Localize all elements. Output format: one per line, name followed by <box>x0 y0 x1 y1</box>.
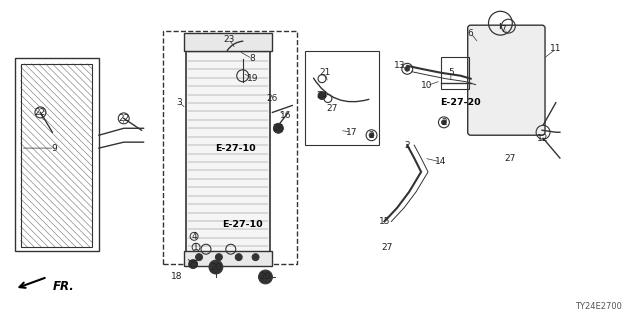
Circle shape <box>273 123 284 133</box>
Text: 25: 25 <box>188 260 199 268</box>
Text: E-27-20: E-27-20 <box>440 98 481 107</box>
Text: 17: 17 <box>346 128 358 137</box>
Text: E-27-10: E-27-10 <box>216 144 256 153</box>
Text: 15: 15 <box>379 217 390 226</box>
Text: 26: 26 <box>267 94 278 103</box>
Text: 27: 27 <box>381 243 393 252</box>
Text: 18: 18 <box>170 272 182 282</box>
Text: 27: 27 <box>505 154 516 163</box>
Circle shape <box>252 254 259 260</box>
Text: FR.: FR. <box>52 280 74 293</box>
Circle shape <box>209 260 223 274</box>
Bar <box>163 31 297 264</box>
Text: 16: 16 <box>280 111 291 120</box>
Text: 9: 9 <box>51 144 57 153</box>
Text: 4: 4 <box>191 232 197 241</box>
Circle shape <box>236 254 242 260</box>
FancyBboxPatch shape <box>468 25 545 135</box>
Text: 6: 6 <box>468 28 474 38</box>
Text: 12: 12 <box>538 134 548 143</box>
Text: E-27-10: E-27-10 <box>222 220 263 229</box>
Bar <box>184 251 273 266</box>
Text: 2: 2 <box>369 131 374 140</box>
Text: 8: 8 <box>250 54 255 63</box>
Text: 20: 20 <box>210 263 221 272</box>
Text: 20: 20 <box>260 272 271 282</box>
Bar <box>441 57 468 89</box>
Text: 26: 26 <box>273 124 284 133</box>
Text: 10: 10 <box>421 81 433 90</box>
Circle shape <box>189 260 198 268</box>
Text: 2: 2 <box>404 140 410 150</box>
Text: 1: 1 <box>193 243 199 252</box>
Circle shape <box>259 270 273 284</box>
Circle shape <box>216 254 222 260</box>
Bar <box>186 46 271 254</box>
Text: 22: 22 <box>35 108 46 117</box>
Text: 13: 13 <box>394 61 405 70</box>
Circle shape <box>369 133 374 138</box>
Bar <box>15 58 99 251</box>
Circle shape <box>318 92 326 100</box>
Text: 5: 5 <box>448 68 454 77</box>
Text: 23: 23 <box>223 35 234 44</box>
Text: TY24E2700: TY24E2700 <box>575 302 622 311</box>
Bar <box>305 51 380 145</box>
Text: 11: 11 <box>550 44 562 53</box>
Text: 2: 2 <box>441 118 447 127</box>
Bar <box>20 64 92 247</box>
Text: 19: 19 <box>247 74 259 83</box>
Text: 27: 27 <box>326 104 337 113</box>
Bar <box>184 33 273 51</box>
Text: 7: 7 <box>500 25 506 34</box>
Circle shape <box>442 120 446 125</box>
Text: 22: 22 <box>118 114 129 123</box>
Text: 24: 24 <box>316 91 328 100</box>
Circle shape <box>196 254 202 260</box>
Circle shape <box>404 66 410 71</box>
Text: 14: 14 <box>435 157 447 166</box>
Text: 21: 21 <box>319 68 331 77</box>
Text: 3: 3 <box>177 98 182 107</box>
